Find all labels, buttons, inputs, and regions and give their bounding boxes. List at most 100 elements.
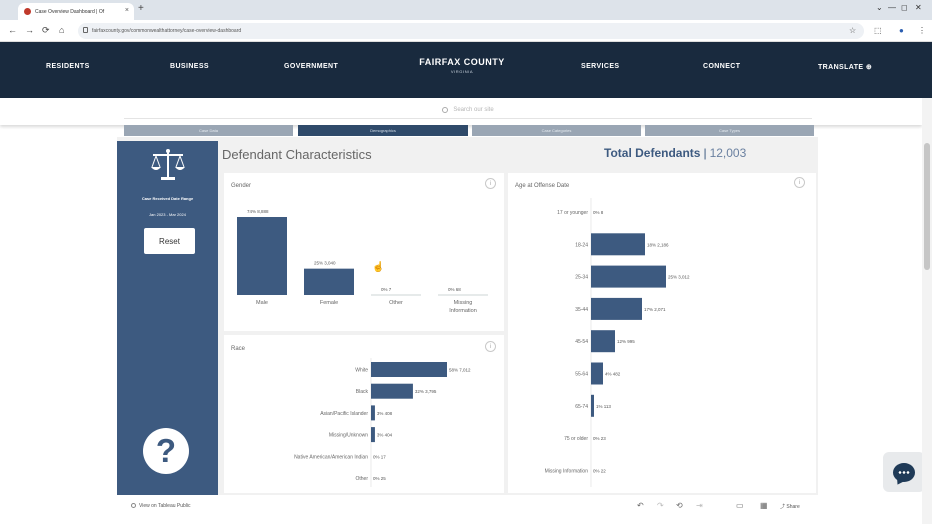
age-data-label: 12% 995 [617, 339, 635, 344]
site-search-input[interactable]: Search our site [124, 101, 812, 119]
date-range-label: Case Received Date Range [141, 196, 194, 201]
url-field[interactable]: fairfaxcounty.gov/commonwealthattorney/c… [78, 23, 864, 39]
gender-info-icon[interactable]: i [485, 178, 496, 189]
total-defendants-value: 12,003 [709, 146, 747, 160]
race-tick-label: Black [356, 389, 369, 395]
redo-icon[interactable]: ↷ [657, 501, 664, 510]
gender-tick-label: Missing [454, 300, 473, 306]
minimize-icon[interactable]: — [888, 3, 896, 12]
back-icon[interactable]: ← [8, 25, 17, 35]
nav-business[interactable]: BUSINESS [170, 63, 209, 70]
undo-icon[interactable]: ↶ [637, 501, 644, 510]
pause-icon[interactable]: ⇥ [696, 501, 703, 510]
download-icon[interactable]: ▦ [760, 501, 768, 510]
browser-tab[interactable]: Case Overview Dashboard | Of × [18, 3, 134, 20]
age-tick-label: 35-44 [575, 307, 588, 313]
race-tick-label: Native American/American Indian [294, 454, 368, 460]
menu-icon[interactable]: ⋮ [918, 26, 926, 35]
search-placeholder: Search our site [453, 106, 494, 113]
browser-tab-title: Case Overview Dashboard | Of [35, 8, 105, 15]
gender-bar [304, 268, 354, 295]
home-icon[interactable]: ⌂ [59, 25, 65, 35]
dashboard-title: Defendant Characteristics [222, 147, 372, 162]
share-label: Share [786, 504, 800, 510]
globe-icon: ⊕ [865, 64, 873, 71]
gender-data-label: 0% 7 [381, 287, 392, 292]
page-scrollbar[interactable] [922, 98, 932, 524]
favicon-icon [24, 8, 31, 15]
logo-sub-text: VIRGINIA [450, 69, 474, 74]
close-window-icon[interactable]: ✕ [915, 3, 922, 12]
close-tab-icon[interactable]: × [124, 7, 129, 14]
age-chart-title: Age at Offense Date [515, 183, 570, 189]
tableau-icon [131, 503, 136, 509]
race-data-label: 32% 3,795 [415, 389, 437, 394]
profile-icon[interactable]: ● [899, 26, 904, 35]
age-data-label: 4% 482 [605, 372, 621, 377]
age-data-label: 0% 22 [593, 468, 606, 473]
scales-of-justice-icon [151, 149, 185, 180]
gender-chart-title: Gender [231, 183, 252, 189]
age-data-label: 1% 113 [596, 404, 611, 409]
revert-icon[interactable]: ⟲ [676, 501, 683, 510]
dashboard-tab-case-types[interactable]: Case Types [645, 125, 814, 136]
new-tab-icon[interactable]: + [138, 3, 144, 14]
nav-government[interactable]: GOVERNMENT [284, 63, 339, 70]
age-bar [591, 394, 594, 417]
share-button[interactable]: ⤴ Share [780, 503, 800, 510]
gender-data-label: 0% 68 [448, 287, 461, 292]
age-tick-label: 18-24 [575, 242, 588, 248]
race-tick-label: White [355, 368, 368, 374]
race-bar [371, 383, 413, 399]
race-tick-label: Asian/Pacific Islander [320, 411, 368, 417]
race-chart: White 58% 7,012 Black 32% 3,795 Asian/Pacifi… [294, 358, 471, 487]
age-bar [591, 297, 642, 320]
race-tick-label: Other [355, 476, 368, 482]
site-navigation: RESIDENTS BUSINESS GOVERNMENT FAIRFAX CO… [0, 42, 932, 98]
url-text: fairfaxcounty.gov/commonwealthattorney/c… [92, 28, 242, 34]
nav-translate[interactable]: TRANSLATE ⊕ [818, 63, 872, 71]
age-tick-label: 17 or younger [557, 210, 588, 216]
reload-icon[interactable]: ⟳ [42, 25, 50, 35]
extensions-icon[interactable]: ⬚ [874, 26, 882, 35]
view-on-tableau-public-link[interactable]: View on Tableau Public [131, 503, 191, 509]
search-band: Search our site [0, 98, 922, 125]
age-data-label: 18% 2,186 [647, 242, 669, 247]
nav-services[interactable]: SERVICES [581, 63, 620, 70]
dashboard-tab-case-categories[interactable]: Case Categories [472, 125, 641, 136]
age-chart: 17 or younger 0% 8 18-24 18% 2,186 25-34 25% … [545, 198, 690, 487]
race-data-label: 0% 17 [373, 454, 386, 459]
age-data-label: 25% 3,012 [668, 275, 690, 280]
age-panel [508, 173, 816, 493]
tableau-public-label: View on Tableau Public [139, 503, 191, 509]
chat-button[interactable] [883, 452, 925, 492]
reset-button[interactable]: Reset [144, 228, 195, 254]
gender-data-label: 74% 8,888 [247, 209, 269, 214]
age-bar [591, 233, 645, 256]
fairfax-county-logo[interactable]: FAIRFAX COUNTY VIRGINIA [414, 57, 510, 74]
age-tick-label: Missing Information [545, 468, 589, 474]
help-icon[interactable]: ? [143, 428, 189, 474]
forward-icon[interactable]: → [25, 25, 34, 35]
gender-tick-label: Information [449, 308, 477, 314]
nav-residents[interactable]: RESIDENTS [46, 63, 90, 70]
age-info-icon[interactable]: i [794, 177, 805, 188]
maximize-icon[interactable]: ◻ [901, 3, 908, 12]
share-icon: ⤴ [780, 504, 786, 510]
race-data-label: 0% 25 [373, 476, 386, 481]
race-data-label: 58% 7,012 [449, 368, 471, 373]
dashboard-tab-demographics[interactable]: Demographics [298, 125, 468, 136]
race-data-label: 3% 408 [377, 411, 393, 416]
race-info-icon[interactable]: i [485, 341, 496, 352]
comment-icon[interactable]: ▭ [736, 501, 744, 510]
nav-connect[interactable]: CONNECT [703, 63, 741, 70]
total-defendants-label: Total Defendants [604, 146, 701, 160]
dashboard-tab-case-data[interactable]: Case Data [124, 125, 293, 136]
gender-data-label: 25% 3,040 [314, 261, 336, 266]
tab-search-icon[interactable]: ⌄ [876, 3, 883, 12]
race-tick-label: Missing/Unknown [329, 433, 368, 439]
date-range-value[interactable]: Jan 2023 - Mar 2024 [149, 212, 186, 217]
bookmark-star-icon[interactable]: ☆ [849, 26, 857, 35]
scrollbar-thumb[interactable] [924, 143, 930, 270]
